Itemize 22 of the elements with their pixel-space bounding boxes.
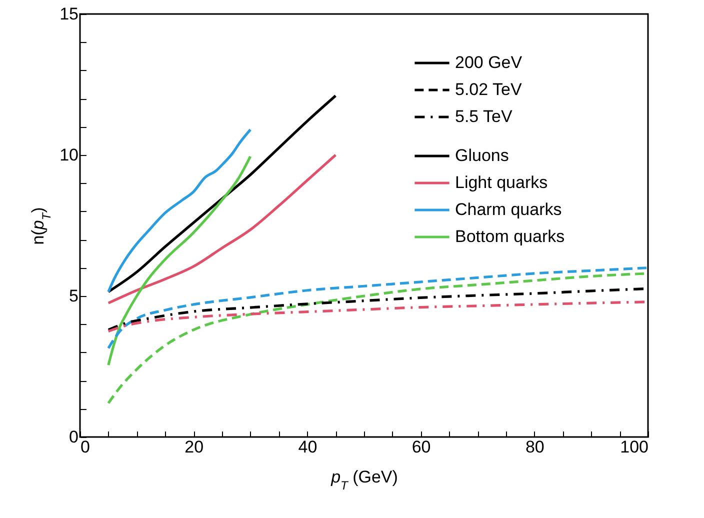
line-series <box>107 94 337 294</box>
x-tick-label: 80 <box>525 438 544 456</box>
x-tick-label: 20 <box>184 438 204 456</box>
x-tick-label: 60 <box>412 438 431 456</box>
legend-label: 200 GeV <box>455 53 523 72</box>
legend-label: 5.5 TeV <box>455 107 514 126</box>
line-series <box>107 155 252 366</box>
y-tick-label: 10 <box>60 146 78 164</box>
line-series <box>107 128 252 294</box>
x-tick-label: 0 <box>80 438 90 456</box>
line-series <box>107 154 337 304</box>
x-tick-label: 40 <box>298 438 318 456</box>
legend-label: Bottom quarks <box>455 227 565 246</box>
y-tick-label: 15 <box>60 4 78 24</box>
x-tick-label: 100 <box>620 438 648 456</box>
y-tick-label: 5 <box>69 286 78 306</box>
x-axis-title: p$_{T}$ (GeV) <box>330 468 398 492</box>
legend-label: 5.02 TeV <box>455 80 522 99</box>
line-series <box>107 266 650 350</box>
legend-label: Charm quarks <box>455 200 562 219</box>
legend-label: Light quarks <box>455 173 548 192</box>
legend-label: Gluons <box>455 146 509 165</box>
